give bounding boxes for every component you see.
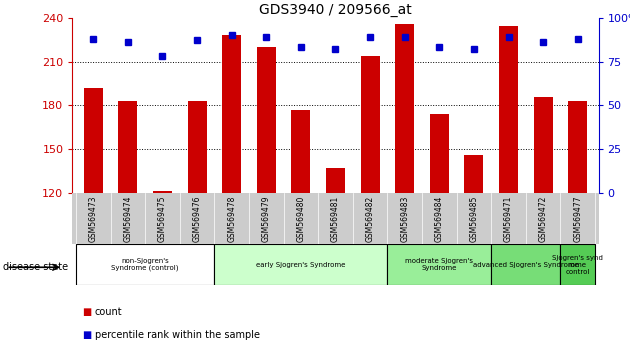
Bar <box>561 244 595 285</box>
Text: early Sjogren's Syndrome: early Sjogren's Syndrome <box>256 262 345 268</box>
Bar <box>395 23 414 193</box>
Text: GSM569477: GSM569477 <box>573 195 582 242</box>
Bar <box>534 97 553 193</box>
Text: GSM569484: GSM569484 <box>435 195 444 242</box>
Text: GSM569485: GSM569485 <box>469 195 478 242</box>
Bar <box>118 101 137 193</box>
Bar <box>326 168 345 193</box>
Text: GSM569473: GSM569473 <box>89 195 98 242</box>
Text: GSM569482: GSM569482 <box>365 195 375 242</box>
Text: GSM569481: GSM569481 <box>331 195 340 242</box>
Text: GSM569474: GSM569474 <box>123 195 132 242</box>
Bar <box>214 244 387 285</box>
Text: non-Sjogren's
Syndrome (control): non-Sjogren's Syndrome (control) <box>112 258 179 272</box>
Text: count: count <box>94 307 122 316</box>
Bar <box>291 110 311 193</box>
Text: GSM569480: GSM569480 <box>296 195 306 242</box>
Bar <box>257 47 276 193</box>
Title: GDS3940 / 209566_at: GDS3940 / 209566_at <box>259 3 412 17</box>
Text: GSM569476: GSM569476 <box>193 195 202 242</box>
Bar <box>153 192 172 193</box>
Text: advanced Sjogren's Syndrome: advanced Sjogren's Syndrome <box>473 262 579 268</box>
Bar <box>188 101 207 193</box>
Bar <box>464 155 483 193</box>
Text: GSM569475: GSM569475 <box>158 195 167 242</box>
Text: GSM569483: GSM569483 <box>400 195 410 242</box>
Text: ■: ■ <box>82 330 91 339</box>
Bar <box>76 244 214 285</box>
Text: GSM569472: GSM569472 <box>539 195 547 242</box>
Bar <box>387 244 491 285</box>
Text: GSM569471: GSM569471 <box>504 195 513 242</box>
Bar <box>491 244 561 285</box>
Text: disease state: disease state <box>3 262 68 272</box>
Text: moderate Sjogren's
Syndrome: moderate Sjogren's Syndrome <box>405 258 473 271</box>
Bar <box>360 56 380 193</box>
Text: GSM569478: GSM569478 <box>227 195 236 242</box>
Text: Sjogren's synd
rome
control: Sjogren's synd rome control <box>553 255 603 275</box>
Bar <box>568 101 587 193</box>
Text: percentile rank within the sample: percentile rank within the sample <box>94 330 260 339</box>
Bar <box>222 35 241 193</box>
Bar <box>430 114 449 193</box>
Text: ■: ■ <box>82 307 91 316</box>
Text: GSM569479: GSM569479 <box>261 195 271 242</box>
Bar <box>499 27 518 193</box>
Bar <box>84 88 103 193</box>
